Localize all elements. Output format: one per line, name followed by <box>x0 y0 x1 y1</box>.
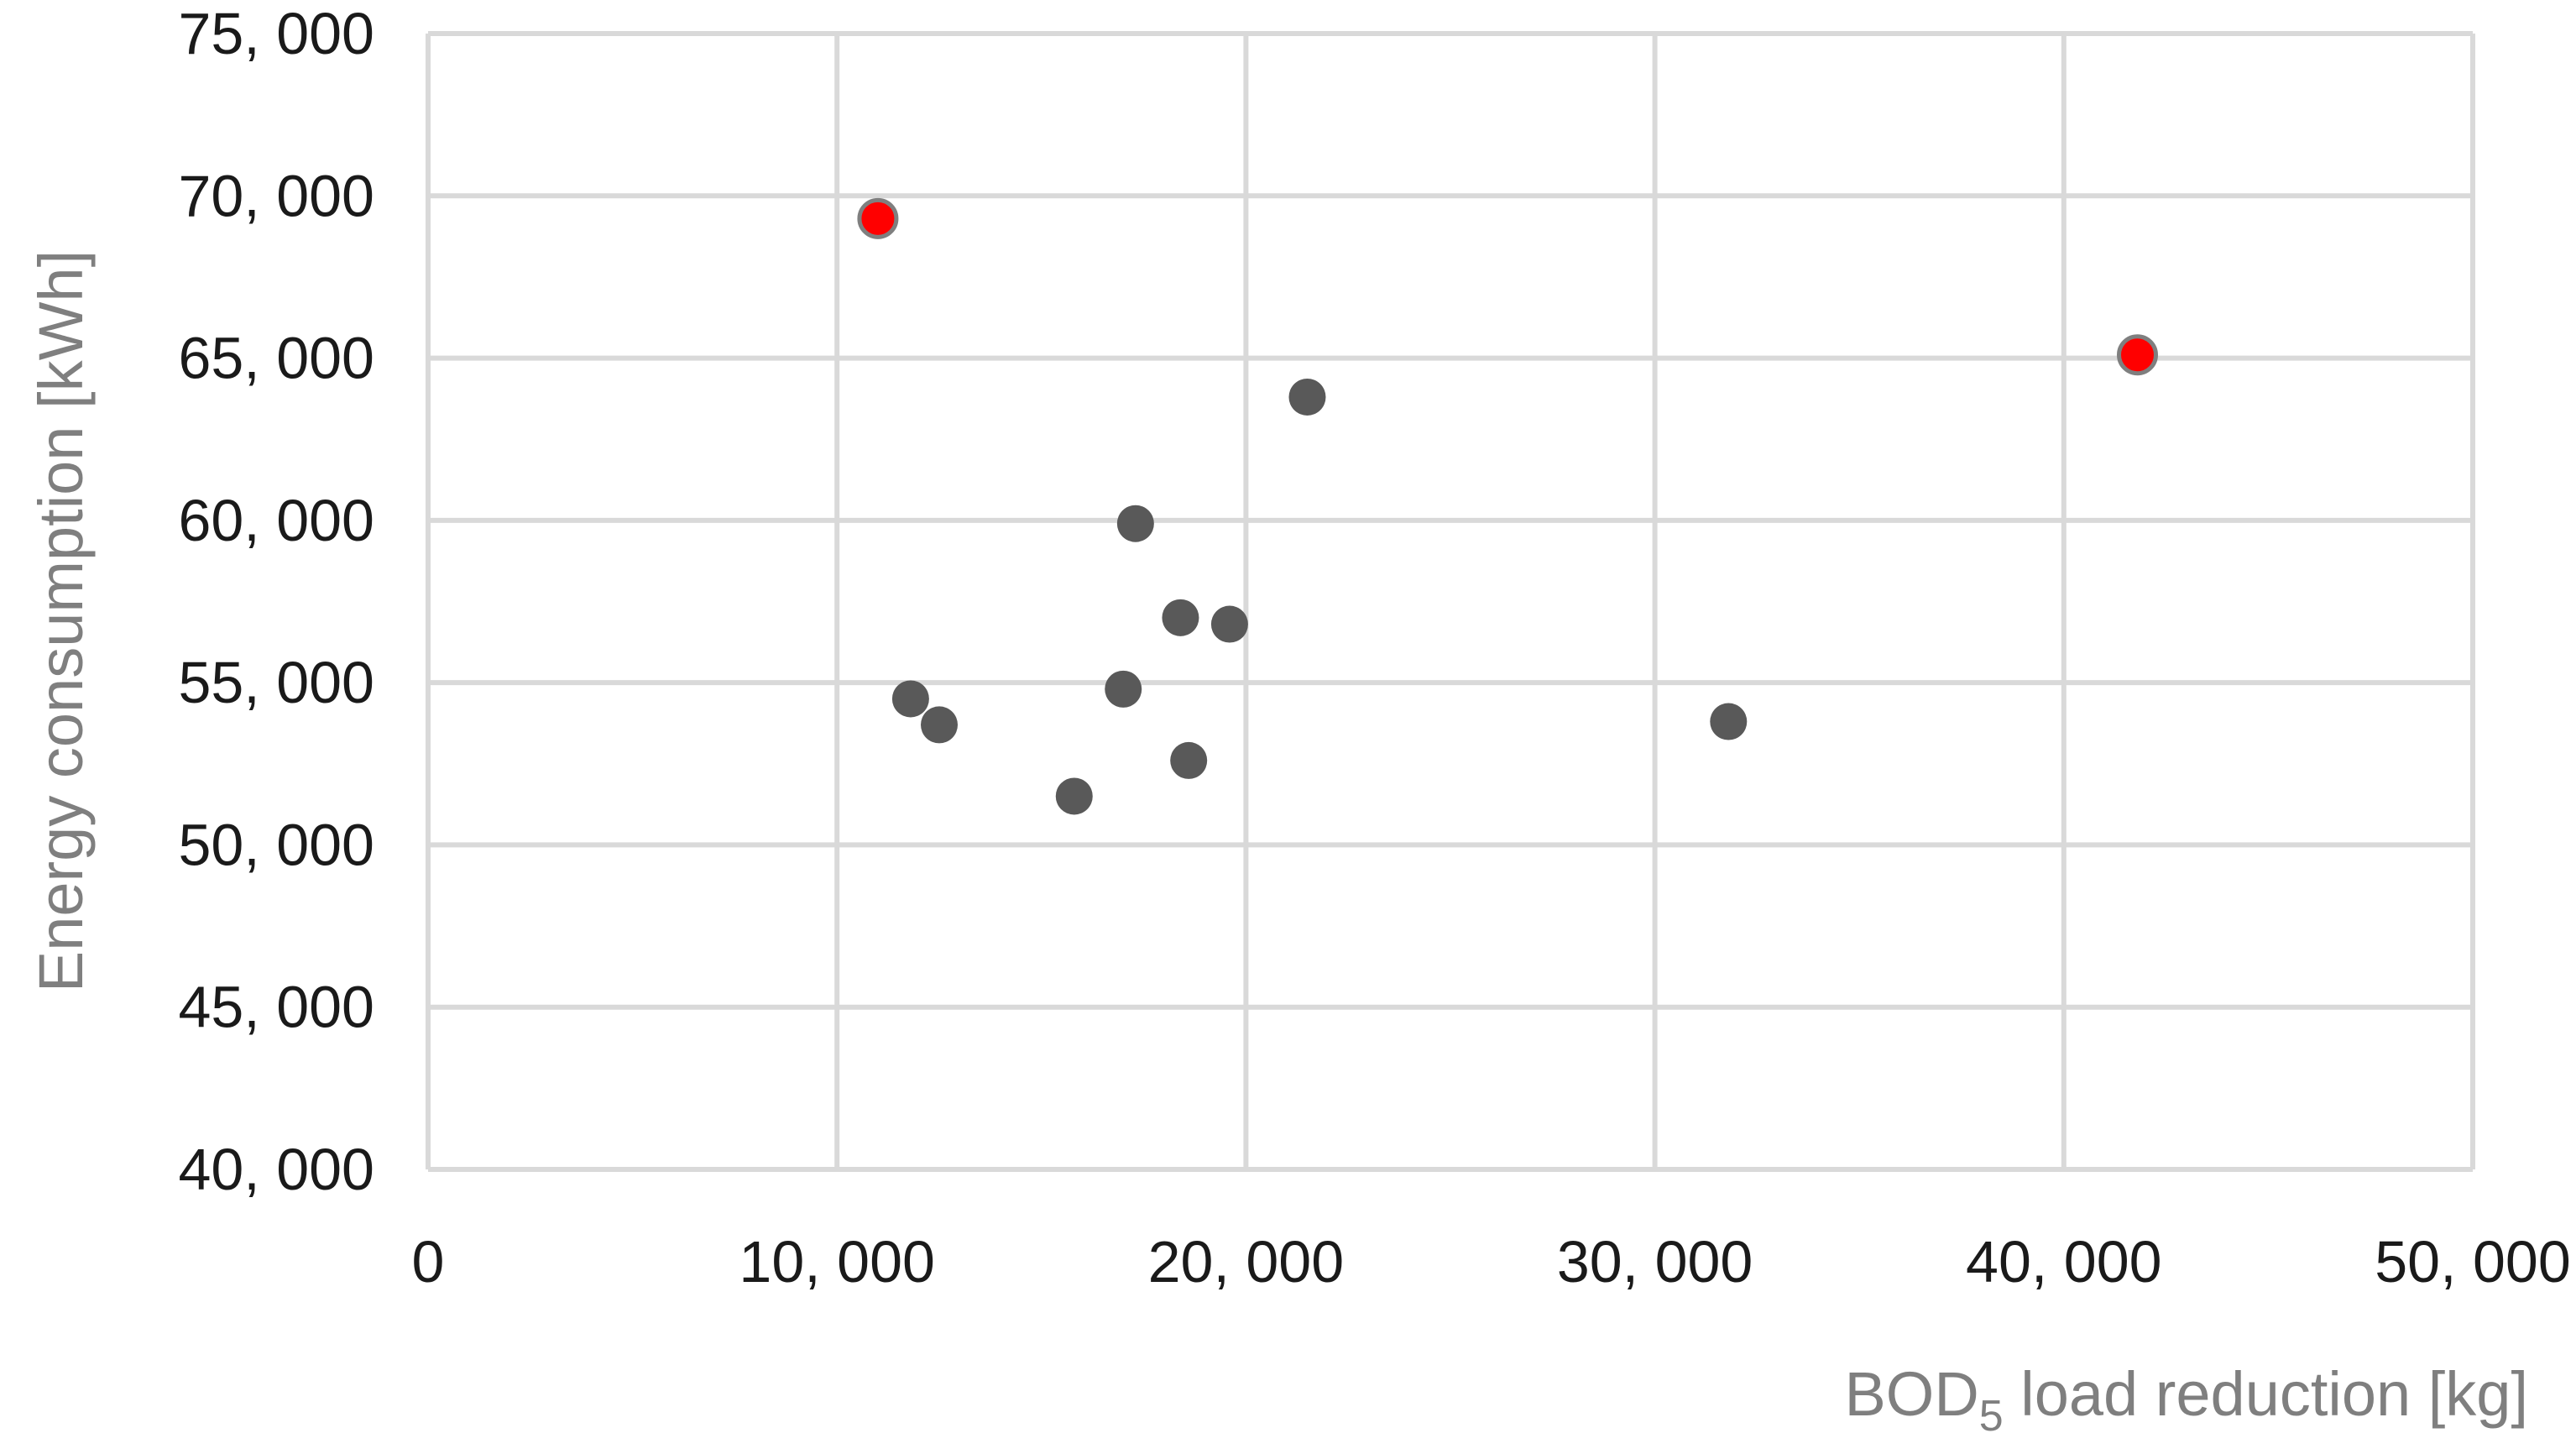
data-points <box>857 197 2158 815</box>
x-tick-label: 0 <box>412 1229 445 1294</box>
highlighted-data-point <box>2116 334 2158 376</box>
y-tick-label: 40, 000 <box>178 1137 374 1202</box>
x-tick-label: 40, 000 <box>1966 1229 2162 1294</box>
data-point <box>1162 599 1199 636</box>
axes <box>426 34 2473 1172</box>
data-point <box>1288 378 1326 416</box>
y-axis-title: Energy consumption [kWh] <box>26 250 96 992</box>
x-tick-label: 10, 000 <box>739 1229 935 1294</box>
x-tick-label: 30, 000 <box>1557 1229 1753 1294</box>
gridlines <box>428 31 2475 1169</box>
highlighted-data-point <box>857 197 899 239</box>
y-tick-label: 55, 000 <box>178 650 374 715</box>
y-tick-label: 65, 000 <box>178 326 374 391</box>
data-point <box>891 680 929 718</box>
y-tick-label: 45, 000 <box>178 975 374 1040</box>
x-axis-title-main: BOD <box>1844 1359 1978 1429</box>
tick-labels: 40, 000 45, 000 50, 000 55, 000 60, 000 65, 0… <box>178 1 2570 1294</box>
data-point <box>1105 670 1142 708</box>
y-tick-label: 70, 000 <box>178 163 374 228</box>
data-point <box>1210 605 1248 643</box>
x-axis-title-subscript: 5 <box>1979 1392 2004 1441</box>
x-tick-label: 20, 000 <box>1148 1229 1345 1294</box>
y-tick-label: 50, 000 <box>178 812 374 877</box>
data-point <box>1055 777 1093 815</box>
x-axis-title-rest: load reduction [kg] <box>2004 1359 2528 1429</box>
data-point <box>1170 741 1208 779</box>
data-point <box>921 706 958 744</box>
data-point <box>1710 703 1748 740</box>
data-point <box>1116 505 1154 542</box>
x-tick-label: 50, 000 <box>2375 1229 2571 1294</box>
y-tick-label: 60, 000 <box>178 488 374 553</box>
y-tick-label: 75, 000 <box>178 1 374 66</box>
x-axis-title: BOD5 load reduction [kg] <box>1844 1359 2528 1441</box>
